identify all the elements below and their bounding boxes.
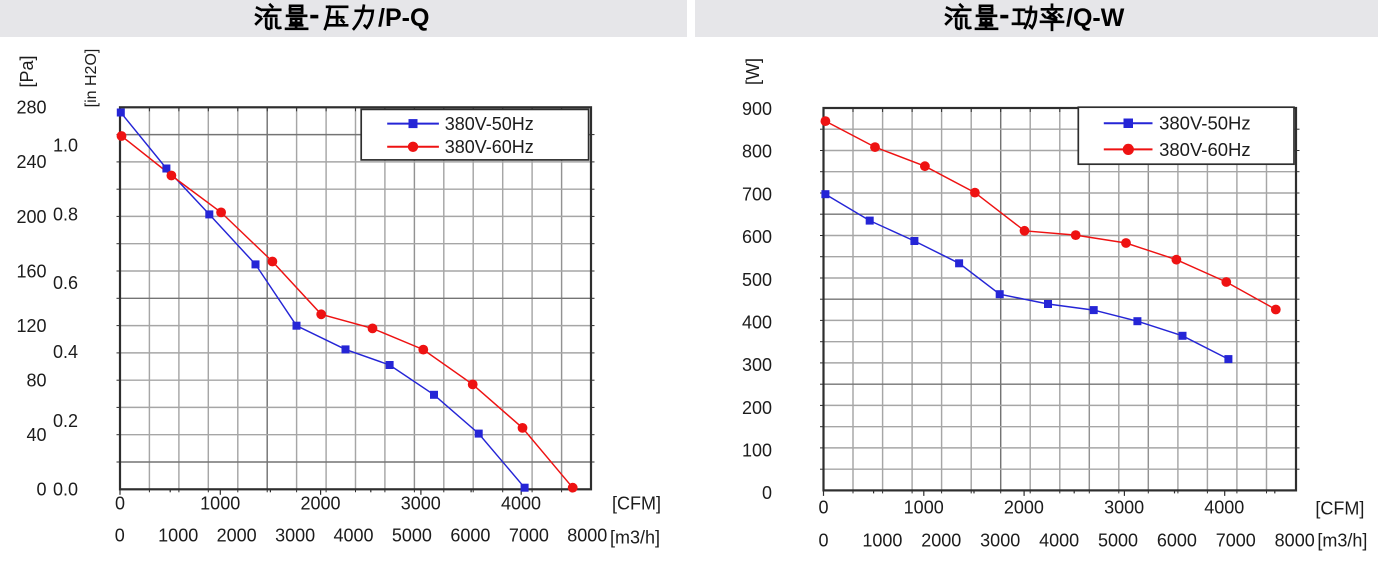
svg-text:[CFM]: [CFM]	[612, 494, 661, 514]
svg-text:1000: 1000	[200, 494, 240, 514]
svg-text:1000: 1000	[158, 526, 198, 546]
svg-text:0.0: 0.0	[53, 480, 78, 500]
svg-text:1000: 1000	[904, 498, 944, 518]
svg-text:0: 0	[115, 494, 125, 514]
svg-text:380V-50Hz: 380V-50Hz	[1159, 113, 1251, 134]
svg-text:280: 280	[16, 98, 46, 118]
svg-text:4000: 4000	[501, 494, 541, 514]
svg-text:6000: 6000	[450, 526, 490, 546]
svg-text:7000: 7000	[509, 526, 549, 546]
svg-text:5000: 5000	[1098, 531, 1138, 551]
svg-text:100: 100	[742, 440, 772, 460]
svg-text:3000: 3000	[980, 531, 1020, 551]
svg-text:380V-60Hz: 380V-60Hz	[445, 137, 534, 157]
svg-text:0.8: 0.8	[53, 204, 78, 224]
svg-text:5000: 5000	[392, 526, 432, 546]
svg-text:4000: 4000	[333, 526, 373, 546]
svg-text:8000: 8000	[567, 526, 607, 546]
svg-text:/Q-W: /Q-W	[1066, 4, 1125, 32]
svg-text:2000: 2000	[217, 526, 257, 546]
svg-text:380V-60Hz: 380V-60Hz	[1159, 139, 1251, 160]
svg-text:200: 200	[16, 207, 46, 227]
svg-text:400: 400	[742, 312, 772, 332]
svg-text:2000: 2000	[1004, 498, 1044, 518]
svg-text:240: 240	[16, 152, 46, 172]
svg-text:[Pa]: [Pa]	[17, 55, 37, 87]
svg-text:900: 900	[742, 99, 772, 119]
svg-text:40: 40	[26, 425, 46, 445]
svg-text:[CFM]: [CFM]	[1315, 499, 1364, 519]
svg-text:3000: 3000	[275, 526, 315, 546]
svg-text:4000: 4000	[1204, 498, 1244, 518]
svg-text:4000: 4000	[1039, 531, 1079, 551]
svg-text:3000: 3000	[401, 494, 441, 514]
svg-text:380V-50Hz: 380V-50Hz	[445, 114, 534, 134]
svg-text:0.2: 0.2	[53, 411, 78, 431]
svg-text:[m3/h]: [m3/h]	[1317, 531, 1367, 551]
svg-text:8000: 8000	[1275, 531, 1315, 551]
svg-text:500: 500	[742, 270, 772, 290]
svg-text:600: 600	[742, 227, 772, 247]
svg-text:0.6: 0.6	[53, 273, 78, 293]
svg-text:2000: 2000	[300, 494, 340, 514]
svg-text:0: 0	[818, 531, 828, 551]
svg-text:0: 0	[818, 498, 828, 518]
svg-text:2000: 2000	[921, 531, 961, 551]
svg-text:[in H2O]: [in H2O]	[83, 49, 100, 108]
svg-text:3000: 3000	[1104, 498, 1144, 518]
svg-text:[m3/h]: [m3/h]	[610, 528, 660, 548]
svg-text:200: 200	[742, 398, 772, 418]
svg-text:120: 120	[16, 316, 46, 336]
svg-text:800: 800	[742, 142, 772, 162]
svg-text:6000: 6000	[1157, 531, 1197, 551]
svg-text:7000: 7000	[1216, 531, 1256, 551]
svg-text:/P-Q: /P-Q	[378, 4, 429, 32]
svg-text:700: 700	[742, 184, 772, 204]
svg-text:1.0: 1.0	[53, 136, 78, 156]
svg-text:300: 300	[742, 355, 772, 375]
svg-text:80: 80	[26, 371, 46, 391]
svg-text:1000: 1000	[862, 531, 902, 551]
svg-text:160: 160	[16, 261, 46, 281]
svg-text:0.4: 0.4	[53, 342, 78, 362]
svg-text:0: 0	[36, 480, 46, 500]
svg-text:[W]: [W]	[743, 58, 763, 85]
svg-text:0: 0	[762, 483, 772, 503]
svg-text:0: 0	[115, 526, 125, 546]
